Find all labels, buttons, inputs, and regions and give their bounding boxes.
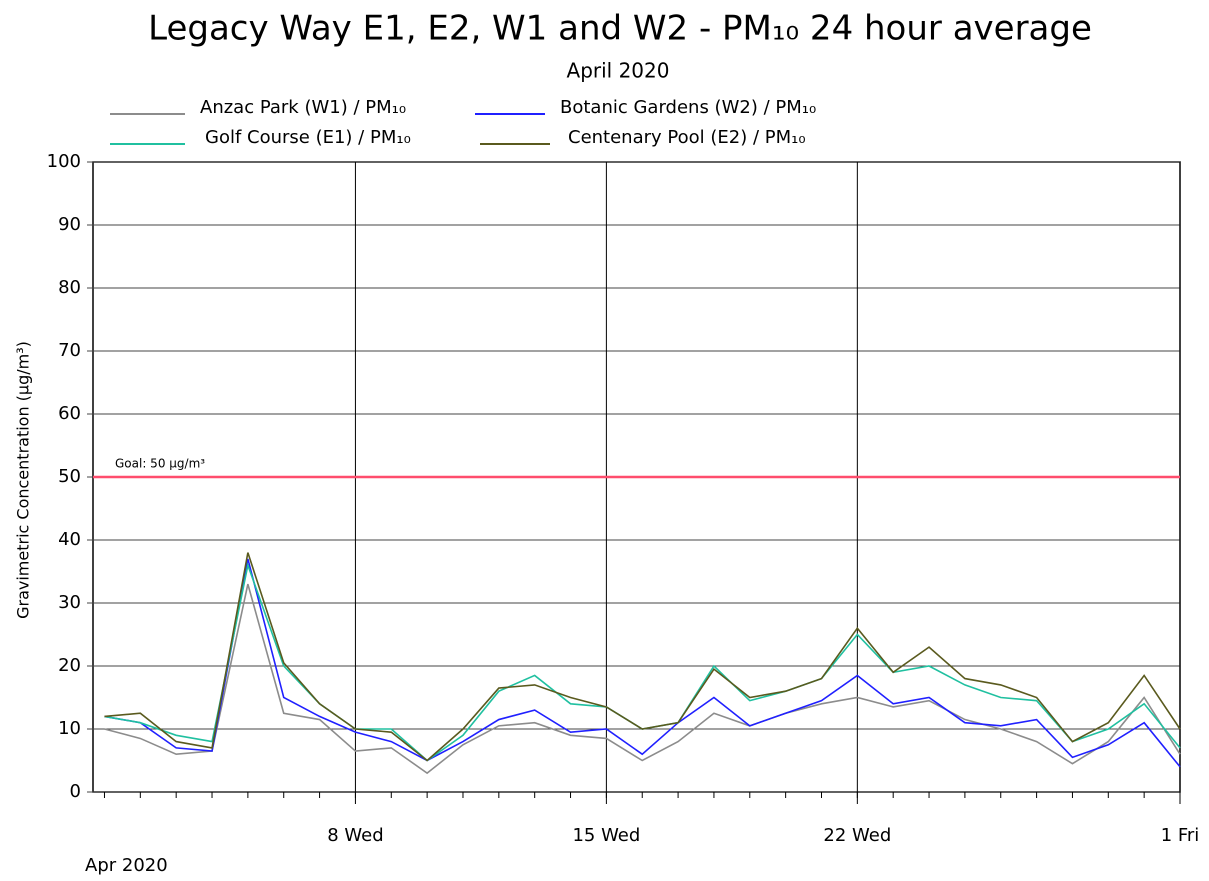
legend-label: Botanic Gardens (W2) / PM₁₀: [560, 97, 816, 118]
chart-title: Legacy Way E1, E2, W1 and W2 - PM₁₀ 24 h…: [148, 9, 1092, 49]
x-tick-label: 22 Wed: [823, 825, 891, 846]
y-tick-label: 10: [58, 718, 81, 739]
x-tick-label: 1 Fri: [1161, 825, 1200, 846]
legend-label: Golf Course (E1) / PM₁₀: [205, 127, 411, 148]
y-tick-label: 30: [58, 592, 81, 613]
legend-label: Centenary Pool (E2) / PM₁₀: [568, 127, 806, 148]
y-axis-label: Gravimetric Concentration (µg/m³): [14, 341, 33, 619]
series-line: [104, 558, 1181, 768]
series-line: [104, 552, 1181, 762]
y-tick-label: 60: [58, 403, 81, 424]
x-tick-label: 8 Wed: [327, 825, 383, 846]
y-tick-label: 0: [70, 781, 81, 802]
chart-subtitle: April 2020: [567, 59, 670, 83]
y-tick-label: 100: [47, 151, 81, 172]
reference-label: Goal: 50 µg/m³: [115, 457, 205, 471]
y-tick-label: 90: [58, 214, 81, 235]
y-tick-label: 40: [58, 529, 81, 550]
x-tick-label: 15 Wed: [572, 825, 640, 846]
y-tick-label: 50: [58, 466, 81, 487]
y-tick-label: 70: [58, 340, 81, 361]
series-line: [104, 583, 1181, 775]
y-tick-label: 20: [58, 655, 81, 676]
x-axis-label: Apr 2020: [85, 855, 168, 876]
legend-label: Anzac Park (W1) / PM₁₀: [200, 97, 406, 118]
y-tick-label: 80: [58, 277, 81, 298]
